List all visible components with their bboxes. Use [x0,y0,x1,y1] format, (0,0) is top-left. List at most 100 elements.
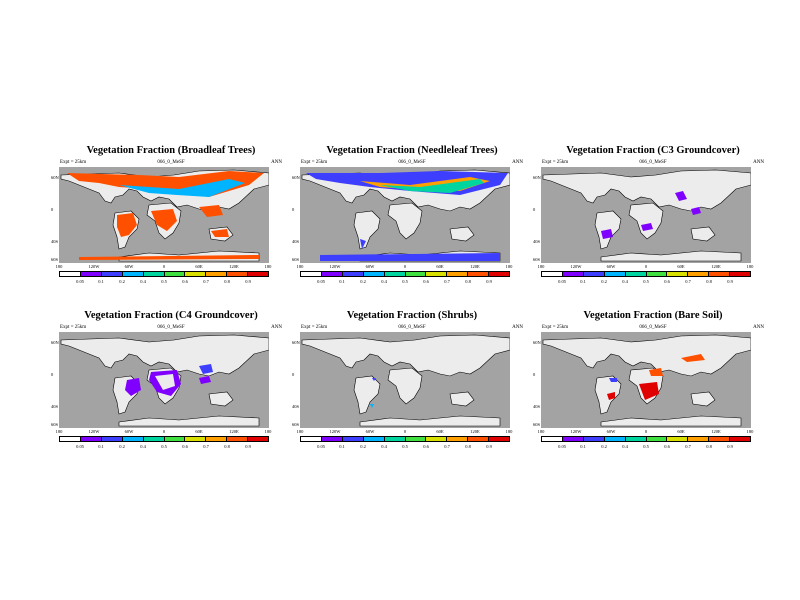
colorbar-swatch [604,437,626,441]
c3-asia [675,191,687,201]
colorbar-label: 0.6 [664,444,670,449]
colorbar-swatch [405,272,427,276]
c3-south-america [601,229,613,239]
lon-label: 0 [403,429,407,434]
colorbar-label: 0.9 [245,444,251,449]
vegetation-map [541,332,751,428]
colorbar-label: 0.7 [444,444,450,449]
colorbar-label: 0.5 [161,444,167,449]
colorbar-swatch [321,437,343,441]
bare-soil-low-fraction [609,378,617,382]
colorbar-label: 0.7 [685,444,691,449]
bare-soil-south-america [607,392,615,400]
lon-label: 180 [264,429,272,434]
lon-label: 120E [229,429,239,434]
lat-label: 60S [533,257,541,262]
colorbar-label: 0.9 [727,279,733,284]
colorbar-swatch [583,437,605,441]
colorbar [541,436,751,442]
panel-experiment-label: Expt = 25km [60,325,87,330]
lon-label: 120W [329,429,341,434]
colorbar-label: 0.05 [317,279,325,284]
colorbar-label: 0.5 [161,279,167,284]
lon-label: 180 [537,429,545,434]
panel-case-label: 066_0_MeSF [398,160,426,165]
colorbar-label: 0.5 [402,279,408,284]
lon-label: 120W [329,264,341,269]
lat-label: 0 [533,207,536,212]
lon-label: 120W [570,264,582,269]
map-panel-broadleaf-trees: Vegetation Fraction (Broadleaf Trees) Ex… [51,145,284,285]
colorbar-label: 0.7 [203,444,209,449]
lon-label: 120E [711,429,721,434]
colorbar-swatch [730,437,751,441]
colorbar-swatch [164,272,186,276]
colorbar-label: 0.4 [622,444,628,449]
lon-label: 60W [124,429,134,434]
colorbar-label: 0.9 [486,444,492,449]
colorbar-label: 0.2 [360,279,366,284]
lat-label: 0 [51,372,54,377]
lon-label: 0 [644,264,648,269]
colorbar-label: 0.1 [98,279,104,284]
c4-africa-core [155,374,175,390]
lon-label: 60W [606,264,616,269]
colorbar-swatch [709,437,731,441]
panel-season-label: ANN [512,325,523,330]
colorbar-label: 0.4 [381,279,387,284]
vegetation-map [59,167,269,263]
map-panel-shrubs: Vegetation Fraction (Shrubs) Expt = 25km… [292,310,525,450]
needleleaf-southern-band [320,253,500,261]
colorbar-swatch [625,272,647,276]
colorbar-swatch [562,437,584,441]
colorbar-swatch [101,272,123,276]
colorbar-swatch [604,272,626,276]
colorbar-swatch [468,437,490,441]
lon-label: 180 [746,264,754,269]
colorbar-swatch [101,437,123,441]
colorbar-label: 0.8 [224,444,230,449]
colorbar-swatch [248,272,269,276]
colorbar-swatch [80,437,102,441]
lon-label: 180 [55,429,63,434]
panel-season-label: ANN [271,325,282,330]
shrubs-south-america [370,404,374,408]
colorbar-label: 0.6 [423,444,429,449]
c3-africa [641,223,653,231]
lon-label: 60E [677,264,685,269]
panel-experiment-label: Expt = 25km [60,160,87,165]
lat-label: 60N [292,340,300,345]
panel-experiment-label: Expt = 25km [301,325,328,330]
colorbar-swatch [489,272,510,276]
lon-label: 60W [606,429,616,434]
colorbar [541,271,751,277]
panel-experiment-label: Expt = 25km [301,160,328,165]
lat-label: 40S [51,239,59,244]
colorbar-label: 0.6 [423,279,429,284]
panel-season-label: ANN [271,160,282,165]
vegetation-map [59,332,269,428]
broadleaf-south-america [117,213,137,237]
colorbar-swatch [227,272,249,276]
panel-case-label: 066_0_MeSF [157,325,185,330]
colorbar-label: 0.4 [140,444,146,449]
lon-label: 180 [264,264,272,269]
lon-label: 180 [537,264,545,269]
lat-label: 40S [292,239,300,244]
colorbar-swatch [342,437,364,441]
bare-soil-asia [681,354,705,362]
lon-label: 0 [162,429,166,434]
broadleaf-australia [211,229,229,237]
colorbar-swatch [60,437,81,441]
panel-season-label: ANN [753,160,764,165]
lat-label: 60N [51,175,59,180]
vegetation-map [300,167,510,263]
colorbar-swatch [122,272,144,276]
panel-case-label: 066_0_MeSF [157,160,185,165]
lon-label: 120E [229,264,239,269]
colorbar-label: 0.05 [558,279,566,284]
panel-title: Vegetation Fraction (C3 Groundcover) [566,145,740,156]
lat-label: 40S [51,404,59,409]
colorbar-label: 0.9 [727,444,733,449]
lat-label: 60S [292,422,300,427]
